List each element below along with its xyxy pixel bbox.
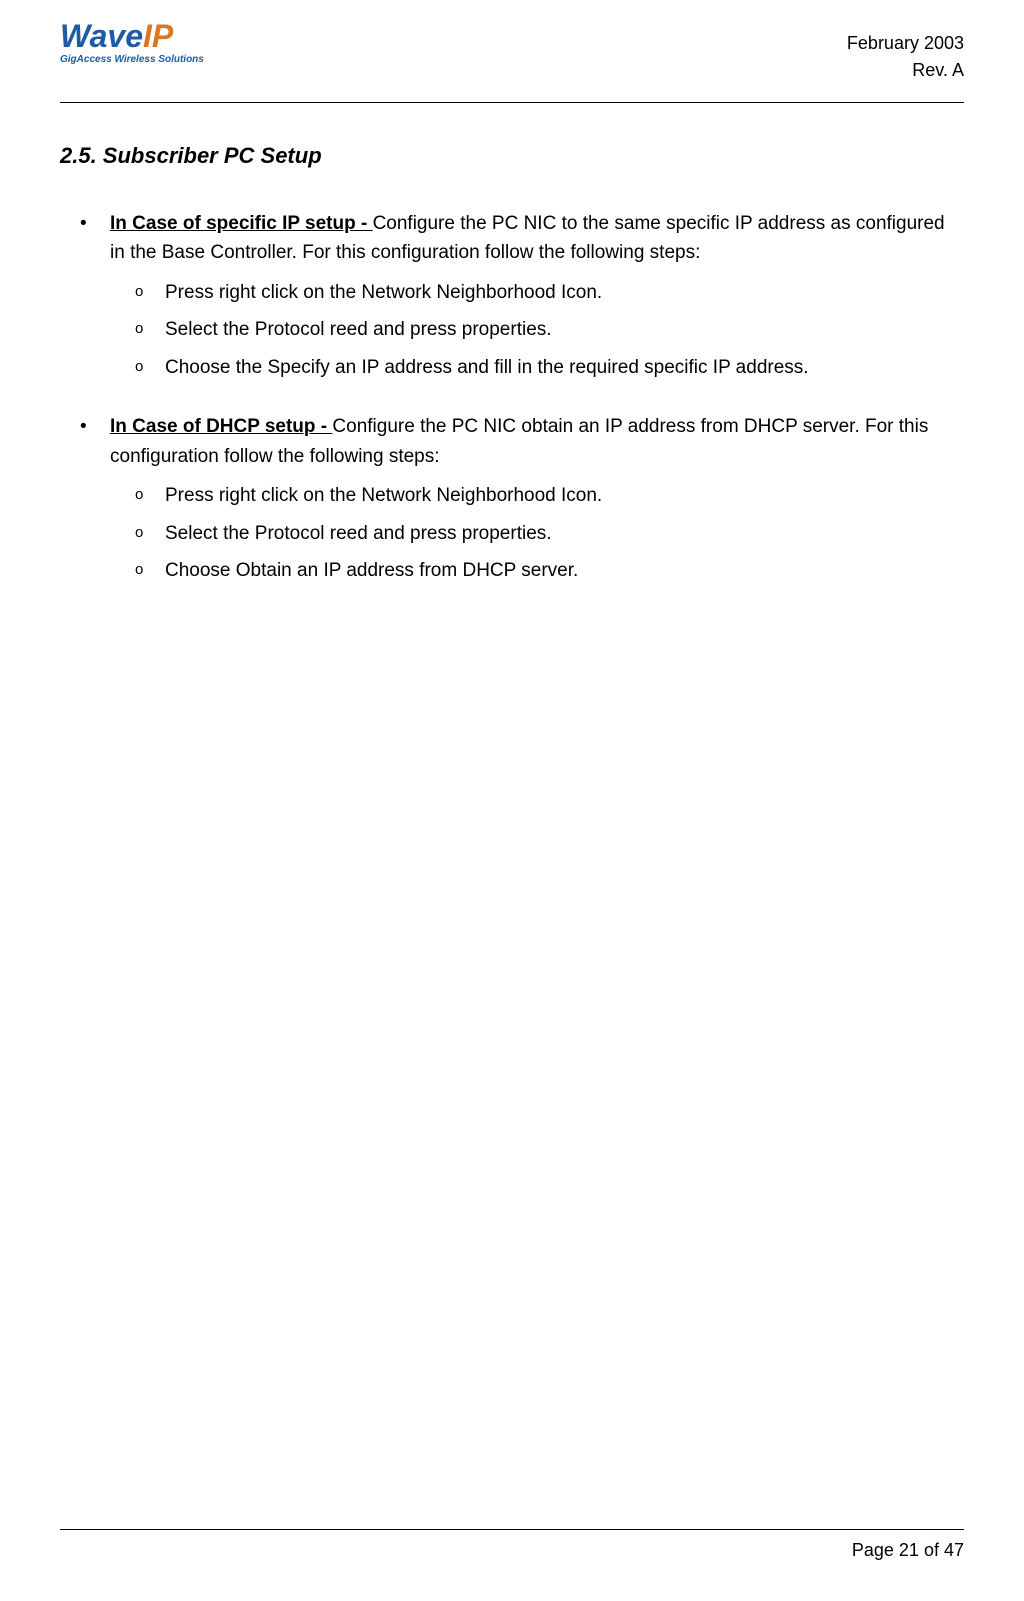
footer-page-label: Page (852, 1540, 894, 1560)
section-title: 2.5. Subscriber PC Setup (60, 143, 964, 169)
page-header: WaveIP GigAccess Wireless Solutions Febr… (60, 20, 964, 103)
footer-page-num: 21 (899, 1540, 919, 1560)
content-body: In Case of specific IP setup - Configure… (60, 209, 964, 585)
bullet-item: In Case of DHCP setup - Configure the PC… (110, 412, 964, 585)
header-meta: February 2003 Rev. A (847, 20, 964, 84)
sub-item: Press right click on the Network Neighbo… (165, 481, 964, 510)
logo-main: WaveIP (60, 20, 235, 52)
header-rev: Rev. A (847, 57, 964, 84)
logo-text-orange: IP (143, 18, 173, 54)
bullet-lead: In Case of DHCP setup - (110, 416, 332, 437)
logo-text-blue: Wave (60, 18, 143, 54)
sub-item: Choose Obtain an IP address from DHCP se… (165, 556, 964, 585)
sub-item: Select the Protocol reed and press prope… (165, 519, 964, 548)
page-footer: Page 21 of 47 (60, 1529, 964, 1561)
sub-list: Press right click on the Network Neighbo… (110, 278, 964, 382)
sub-item: Select the Protocol reed and press prope… (165, 315, 964, 344)
logo-tagline: GigAccess Wireless Solutions (60, 54, 235, 65)
bullet-lead: In Case of specific IP setup - (110, 213, 373, 234)
header-date: February 2003 (847, 30, 964, 57)
footer-page-of: of (924, 1540, 939, 1560)
page-container: WaveIP GigAccess Wireless Solutions Febr… (0, 0, 1024, 1601)
sub-item: Press right click on the Network Neighbo… (165, 278, 964, 307)
logo: WaveIP GigAccess Wireless Solutions (60, 20, 235, 90)
sub-item: Choose the Specify an IP address and fil… (165, 353, 964, 382)
footer-page-total: 47 (944, 1540, 964, 1560)
bullet-item: In Case of specific IP setup - Configure… (110, 209, 964, 382)
sub-list: Press right click on the Network Neighbo… (110, 481, 964, 585)
